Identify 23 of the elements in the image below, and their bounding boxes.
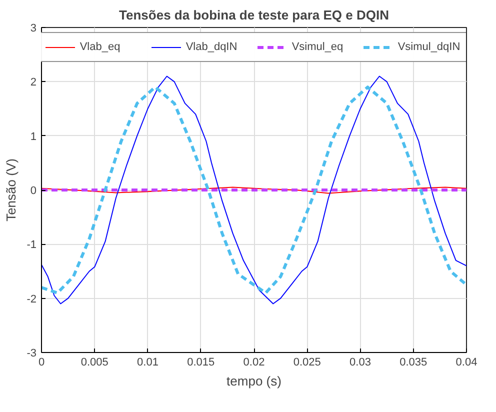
y-tick-label: 2 (30, 76, 37, 89)
y-tick-label: -1 (26, 239, 36, 252)
legend-label: Vlab_dqIN (186, 40, 238, 55)
legend-label: Vsimul_eq (292, 40, 344, 55)
x-tick-label: 0.04 (456, 356, 478, 368)
legend-label: Vlab_eq (80, 40, 122, 55)
y-axis-title: Tensão (V) (4, 158, 19, 222)
x-tick-label: 0.035 (400, 356, 428, 368)
x-tick-label: 0.03 (350, 356, 371, 368)
y-tick-label: 0 (30, 185, 37, 197)
y-tick-label: 3 (30, 22, 37, 34)
x-tick-label: 0.01 (137, 356, 158, 368)
x-axis-title: tempo (s) (226, 374, 282, 388)
x-tick-label: 0.015 (187, 356, 215, 368)
legend-label: Vsimul_dqIN (398, 40, 462, 55)
x-tick-label: 0.005 (80, 356, 108, 368)
x-tick-label: 0.025 (293, 356, 321, 368)
x-tick-label: 0 (38, 356, 45, 368)
x-tick-label: 0.02 (243, 356, 265, 368)
y-tick-label: -2 (26, 293, 36, 306)
y-tick-label: 1 (30, 130, 37, 143)
y-tick-label: -3 (26, 348, 36, 360)
chart-title: Tensões da bobina de teste para EQ e DQIN (119, 8, 389, 22)
